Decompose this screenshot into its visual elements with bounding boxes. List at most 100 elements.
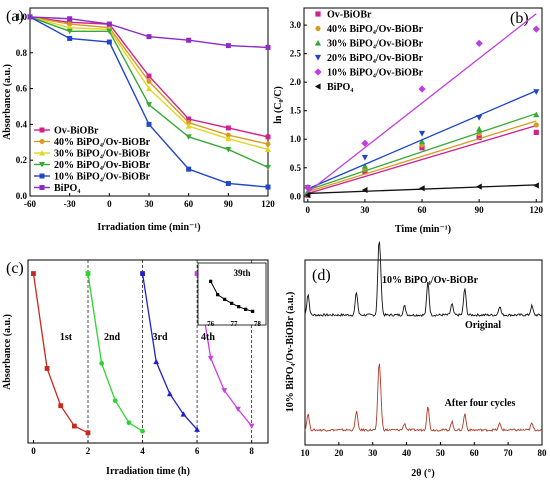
series-line — [141, 273, 198, 430]
data-point — [225, 180, 231, 186]
data-point — [85, 430, 91, 436]
panel-d-frame — [304, 259, 543, 446]
y-tick-label: 1.0 — [16, 12, 28, 22]
y-tick-label: 1.0 — [290, 134, 302, 144]
legend-label: 30% BiPO₄/Ov-BiOBr — [327, 39, 424, 50]
legend-label: Ov-BiOBr — [327, 10, 372, 21]
panel-d-ylabel: 10% BiPO₄/Ov-BiOBr (a.u.) — [285, 292, 296, 413]
original-label: Original — [465, 320, 501, 331]
cycle-label: 4th — [201, 332, 215, 343]
data-point — [304, 192, 311, 199]
data-point — [225, 132, 231, 138]
panel-b-xlabel: Time (min⁻¹) — [395, 224, 451, 235]
y-tick-label: 3.0 — [290, 20, 302, 30]
legend-marker — [314, 39, 322, 46]
data-point — [185, 134, 192, 140]
y-tick-label: 2.5 — [290, 49, 302, 59]
x-tick-label: 50 — [436, 448, 446, 458]
panel-b-legend: Ov-BiOBr 40% BiPO₄/Ov-BiOBr 30% BiPO₄/Ov-B… — [314, 10, 424, 93]
data-point — [225, 43, 231, 49]
data-point — [27, 14, 33, 20]
data-point — [304, 184, 312, 192]
series-line — [87, 273, 143, 432]
data-point — [166, 390, 173, 397]
x-tick-label: 90 — [475, 205, 485, 215]
x-tick-label: 30 — [145, 199, 155, 209]
panel-c-frame — [27, 259, 269, 444]
data-point — [146, 73, 152, 79]
x-tick-label: 30 — [360, 205, 370, 215]
after-cycles-label: After four cycles — [445, 398, 516, 409]
legend-marker — [315, 25, 321, 32]
data-point — [265, 44, 271, 50]
data-point — [85, 271, 91, 276]
data-point — [71, 423, 77, 429]
data-point — [207, 355, 214, 362]
data-point — [361, 186, 368, 194]
panel-d-title: 10% BiPO₄/Ov-BiOBr — [382, 275, 479, 286]
data-point — [185, 123, 192, 129]
y-tick-label: 0.0 — [290, 191, 302, 201]
x-tick-label: 40 — [402, 448, 412, 458]
y-tick-label: 0.8 — [16, 48, 28, 58]
data-point — [106, 28, 113, 35]
legend-marker — [314, 68, 322, 76]
data-point — [225, 135, 232, 142]
x-tick-label: 70 — [504, 448, 514, 458]
inset-point — [230, 301, 234, 305]
data-point — [265, 146, 271, 152]
x-tick-label: 20 — [334, 448, 344, 458]
data-point — [418, 85, 426, 93]
legend-marker — [39, 150, 45, 156]
data-point — [265, 134, 271, 140]
x-tick-label: -60 — [24, 199, 36, 209]
data-point — [146, 121, 152, 127]
panel-c-inset: 39th 76 77 78 — [197, 262, 267, 328]
data-point — [533, 111, 540, 118]
data-point — [140, 271, 145, 276]
data-point — [186, 166, 192, 172]
data-point — [31, 271, 36, 276]
x-tick-label: 60 — [418, 205, 428, 215]
data-point — [146, 78, 152, 84]
legend-label: BiPO₄ — [54, 183, 80, 194]
x-tick-label: 30 — [368, 448, 378, 458]
data-point — [126, 420, 132, 426]
panel-b: (b) Time (min⁻¹) ln (C₀/C) 0 30 60 90 120 0.0… — [273, 7, 544, 235]
x-tick-label: 2 — [86, 446, 91, 456]
legend-marker — [39, 162, 45, 168]
fit-line — [307, 120, 537, 193]
inset-tick-label: 78 — [254, 320, 262, 328]
data-point — [44, 366, 50, 371]
panel-d: (d) 10% BiPO₄/Ov-BiOBr 2θ (°) 10% BiPO₄/… — [285, 241, 547, 479]
data-point — [533, 129, 539, 135]
data-point — [225, 125, 231, 131]
data-point — [67, 21, 73, 27]
y-tick-label: 0.4 — [16, 119, 28, 129]
x-tick-label: 6 — [195, 446, 200, 456]
panel-b-frame — [303, 7, 543, 203]
data-point — [221, 388, 228, 394]
inset-point — [251, 309, 255, 313]
data-point — [194, 271, 200, 276]
data-point — [476, 114, 483, 121]
legend-marker — [39, 127, 45, 133]
data-point — [67, 35, 73, 41]
legend-marker — [39, 173, 45, 179]
legend-label: 30% BiPO₄/Ov-BiOBr — [54, 149, 151, 160]
inset-title: 39th — [233, 268, 250, 278]
data-point — [153, 358, 160, 365]
data-point — [194, 426, 200, 432]
data-point — [186, 116, 192, 122]
x-tick-label: 90 — [224, 199, 234, 209]
panel-c: (c) Irradiation time (h) Absorbance (a.u… — [2, 259, 269, 477]
series-line — [32, 273, 89, 434]
inset-point — [223, 297, 227, 301]
x-tick-label: -30 — [64, 199, 76, 209]
fit-line — [307, 90, 537, 190]
fit-line — [307, 124, 537, 195]
x-tick-label: 4 — [140, 446, 145, 456]
legend-label: 20% BiPO₄/Ov-BiOBr — [54, 160, 151, 171]
data-point — [476, 183, 482, 190]
